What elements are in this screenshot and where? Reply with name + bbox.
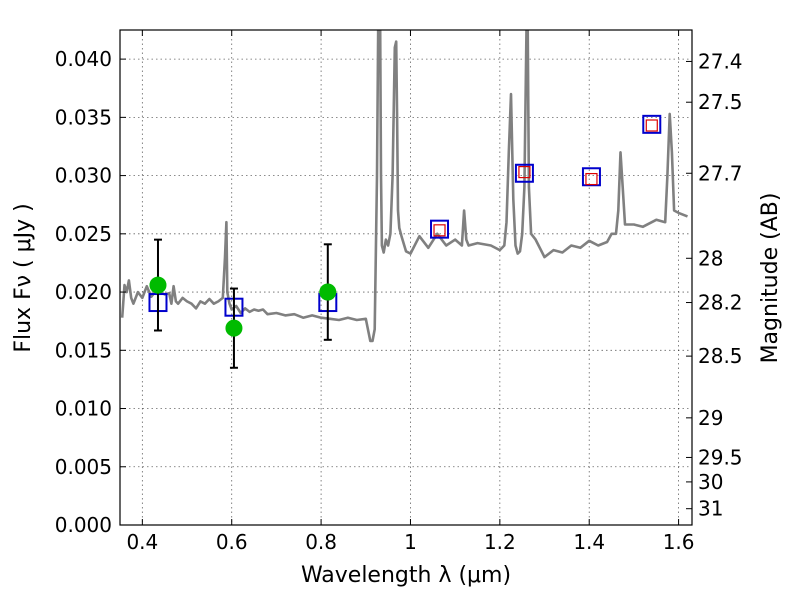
tick-layer: 0.4 0.6 0.8 1 1.2 1.4 1.6 0.000 0.005 0.010 0.015 0… <box>55 30 743 554</box>
y-tick-label: 0.020 <box>55 280 112 304</box>
y-right-axis-label: Magnitude (AB) <box>758 193 783 364</box>
y-tick-label: 0.040 <box>55 47 112 71</box>
right-tick-label: 28.5 <box>698 344 743 368</box>
y-tick-label: 0.015 <box>55 338 112 362</box>
model-box-marker <box>642 114 662 134</box>
data-box-marker <box>585 172 598 186</box>
right-tick-label: 29 <box>698 406 723 430</box>
y-tick-label: 0.035 <box>55 105 112 129</box>
grid-lines <box>120 30 692 526</box>
x-tick-label: 1.6 <box>663 530 695 554</box>
model-box-marker <box>581 167 601 187</box>
x-tick-label: 1.2 <box>484 530 516 554</box>
y-tick-label: 0.005 <box>55 455 112 479</box>
plot-frame <box>119 29 693 526</box>
data-box-marker <box>645 119 658 132</box>
observed-point-marker <box>319 283 337 301</box>
x-axis-label: Wavelength λ (μm) <box>301 563 511 588</box>
right-tick-label: 30 <box>698 470 723 494</box>
y-tick-label: 0.000 <box>55 513 112 537</box>
right-tick-label: 28 <box>698 246 723 270</box>
x-tick-label: 0.6 <box>216 530 248 554</box>
right-tick-label: 27.5 <box>698 90 743 114</box>
model-box-marker <box>514 163 534 183</box>
marker-layer <box>148 114 662 369</box>
x-tick-label: 0.8 <box>305 530 337 554</box>
data-box-marker <box>433 224 446 237</box>
observed-point-marker <box>225 319 243 337</box>
right-tick-label: 31 <box>698 497 723 521</box>
right-tick-label: 29.5 <box>698 445 743 469</box>
y-axis-label: Flux Fν ( μJy ) <box>11 203 36 352</box>
y-tick-label: 0.025 <box>55 222 112 246</box>
series-layer <box>120 30 688 343</box>
right-tick-label: 27.7 <box>698 161 743 185</box>
y-tick-label: 0.030 <box>55 164 112 188</box>
model-box-marker <box>430 219 450 239</box>
x-tick-label: 1.4 <box>573 530 605 554</box>
x-tick-label: 0.4 <box>126 530 158 554</box>
x-tick-label: 1 <box>404 530 417 554</box>
observed-point-marker <box>149 276 167 294</box>
data-box-marker <box>518 165 531 179</box>
right-tick-label: 27.4 <box>698 49 743 73</box>
model-spectrum-line <box>120 30 688 343</box>
y-tick-label: 0.010 <box>55 397 112 421</box>
right-tick-label: 28.2 <box>698 291 743 315</box>
